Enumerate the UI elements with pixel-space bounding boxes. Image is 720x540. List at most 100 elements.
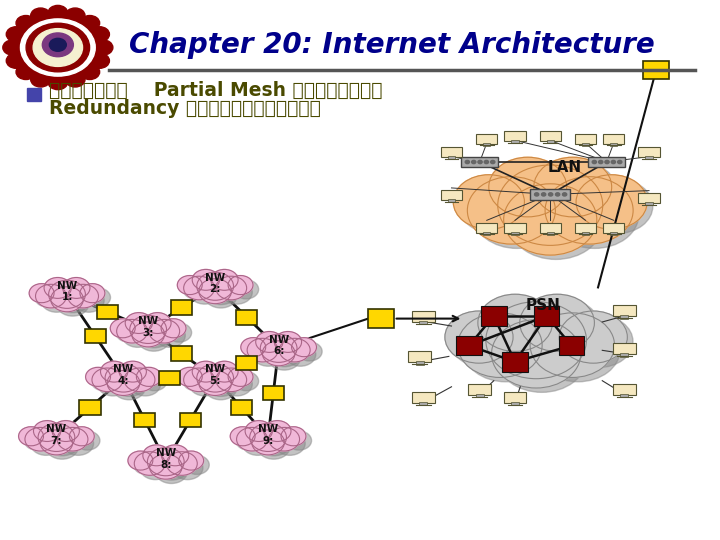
FancyBboxPatch shape [134,413,156,427]
Circle shape [6,27,26,42]
FancyBboxPatch shape [613,383,636,395]
FancyBboxPatch shape [456,336,482,355]
Circle shape [12,12,104,83]
FancyBboxPatch shape [483,143,490,146]
Circle shape [222,281,252,304]
Circle shape [202,368,239,396]
Circle shape [80,16,99,31]
FancyBboxPatch shape [476,134,498,144]
Circle shape [38,423,75,451]
Circle shape [565,315,633,368]
Circle shape [177,275,202,295]
FancyBboxPatch shape [441,191,462,200]
Circle shape [68,282,96,303]
Circle shape [63,432,94,455]
FancyBboxPatch shape [575,134,596,144]
Circle shape [504,184,597,255]
Circle shape [598,160,603,164]
Circle shape [148,449,176,470]
Circle shape [105,364,142,392]
Circle shape [143,445,170,466]
Circle shape [140,456,171,480]
Circle shape [253,343,284,366]
Circle shape [66,72,85,87]
Circle shape [42,33,73,57]
FancyBboxPatch shape [476,394,484,397]
FancyBboxPatch shape [483,232,490,235]
Text: NW
6:: NW 6: [269,335,289,356]
Circle shape [91,372,116,391]
Circle shape [266,339,302,367]
Circle shape [576,175,647,229]
Circle shape [492,306,592,383]
Circle shape [252,430,284,455]
Circle shape [242,432,273,455]
Circle shape [269,428,300,451]
Circle shape [490,160,495,164]
Circle shape [285,343,316,366]
Circle shape [35,288,60,307]
Text: Chapter 20: Internet Architecture: Chapter 20: Internet Architecture [129,31,654,59]
Circle shape [24,431,49,450]
Circle shape [90,27,109,42]
Circle shape [90,53,109,68]
FancyBboxPatch shape [588,157,625,167]
Circle shape [261,336,289,357]
FancyBboxPatch shape [505,223,526,233]
Circle shape [125,313,153,334]
Circle shape [256,428,292,456]
Circle shape [451,315,518,368]
Circle shape [131,317,158,338]
Circle shape [246,342,271,361]
FancyBboxPatch shape [416,361,423,365]
Circle shape [222,373,252,396]
Circle shape [30,284,54,303]
Circle shape [50,287,84,312]
Circle shape [478,160,482,164]
Circle shape [536,317,620,382]
Text: NW
5:: NW 5: [205,364,225,386]
Circle shape [605,160,609,164]
Text: NW
4:: NW 4: [113,364,134,386]
Circle shape [240,338,266,357]
Circle shape [234,372,258,391]
Circle shape [150,454,182,479]
Circle shape [264,421,291,442]
FancyBboxPatch shape [476,223,498,233]
Circle shape [98,373,128,396]
Circle shape [216,276,247,300]
Circle shape [489,157,567,217]
Circle shape [50,282,77,303]
Circle shape [473,181,561,248]
Circle shape [66,8,85,23]
FancyBboxPatch shape [171,300,192,315]
Text: PSN: PSN [526,298,561,313]
FancyBboxPatch shape [559,336,584,355]
FancyBboxPatch shape [546,232,554,235]
Circle shape [161,445,189,466]
Circle shape [20,19,95,76]
Circle shape [148,448,184,476]
Circle shape [86,288,110,307]
Circle shape [30,432,61,455]
Circle shape [216,368,247,392]
Circle shape [485,160,488,164]
Circle shape [520,294,595,352]
Circle shape [177,367,202,387]
Circle shape [454,175,524,229]
FancyBboxPatch shape [621,353,628,357]
Circle shape [48,75,68,90]
Circle shape [237,428,267,451]
Circle shape [92,368,123,392]
Circle shape [189,373,220,396]
Circle shape [135,320,172,348]
FancyBboxPatch shape [621,394,628,397]
Circle shape [69,427,94,446]
FancyBboxPatch shape [367,309,395,328]
Text: Redundancy ในการสงข้อมล: Redundancy ในการสงข้อมล [50,98,321,118]
Circle shape [56,291,89,316]
Circle shape [183,372,208,391]
Circle shape [167,449,194,470]
Circle shape [541,193,546,196]
Circle shape [48,5,68,21]
